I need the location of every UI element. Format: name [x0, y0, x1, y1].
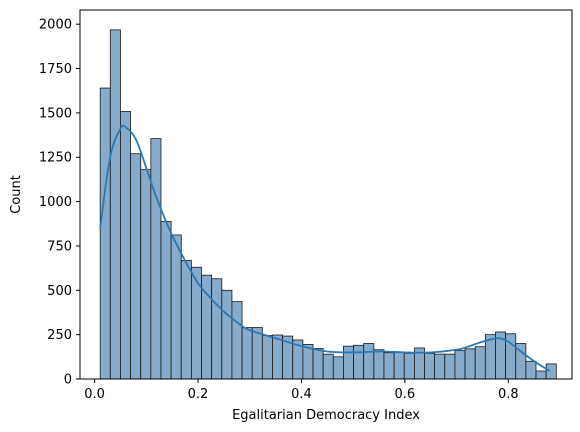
histogram-bar: [332, 356, 344, 380]
histogram-bar: [221, 289, 233, 380]
histogram-bar: [120, 111, 131, 380]
histogram-bar: [241, 327, 253, 380]
histogram-bars: [99, 29, 557, 380]
histogram-bar: [231, 301, 243, 380]
y-tick-label: 2000: [39, 18, 72, 33]
y-tick-label: 1500: [39, 106, 72, 121]
histogram-bar: [383, 352, 395, 380]
histogram-bar: [312, 348, 324, 380]
y-axis-label: Count: [9, 175, 24, 214]
histogram-bar: [130, 153, 142, 380]
histogram-bar: [109, 29, 121, 380]
x-axis-ticks: 0.0 0.2 0.4 0.6 0.8: [84, 379, 519, 402]
histogram-bar: [403, 352, 415, 380]
y-tick-label: 250: [47, 328, 72, 343]
y-tick-label: 0: [64, 373, 72, 388]
y-axis-ticks: 0 250 500 750 1000 1250 1500 1750 2000: [39, 18, 80, 388]
histogram-bar: [454, 350, 466, 380]
histogram-bar: [343, 345, 354, 380]
histogram-bar: [363, 343, 375, 380]
histogram-bar: [190, 266, 202, 380]
histogram-bar: [211, 278, 223, 380]
histogram-bar: [535, 370, 547, 380]
x-tick-label: 0.8: [498, 387, 519, 402]
histogram-bar: [444, 353, 456, 380]
histogram-bar: [545, 363, 557, 380]
histogram-bar: [302, 344, 314, 380]
histogram-bar: [424, 352, 436, 380]
x-tick-label: 0.4: [291, 387, 312, 402]
histogram-bar: [140, 169, 152, 380]
histogram-bar: [353, 344, 365, 380]
x-axis-label: Egalitarian Democracy Index: [232, 408, 420, 423]
y-tick-label: 500: [47, 284, 72, 299]
histogram-bar: [150, 138, 162, 380]
histogram-bar: [464, 348, 476, 380]
histogram-bar: [525, 360, 537, 380]
histogram-bar: [373, 349, 385, 380]
plot-frame: [79, 9, 573, 380]
histogram-bar: [322, 353, 334, 380]
x-tick-label: 0.0: [84, 387, 105, 402]
y-tick-label: 1250: [39, 151, 72, 166]
histogram-bar: [272, 334, 284, 380]
histogram-bar: [160, 221, 172, 380]
x-tick-label: 0.6: [395, 387, 416, 402]
x-tick-label: 0.2: [188, 387, 209, 402]
histogram-bar: [170, 234, 182, 380]
histogram-bar: [474, 346, 486, 380]
histogram-bar: [180, 260, 192, 380]
kde-density-line: [99, 124, 551, 372]
histogram-bar: [434, 353, 446, 380]
y-tick-label: 750: [47, 239, 72, 254]
histogram-bar: [261, 335, 273, 380]
y-tick-label: 1000: [39, 195, 72, 210]
y-tick-label: 1750: [39, 62, 72, 77]
histogram-bar: [251, 327, 263, 380]
histogram-bar: [99, 87, 111, 380]
histogram-bar: [393, 351, 405, 380]
